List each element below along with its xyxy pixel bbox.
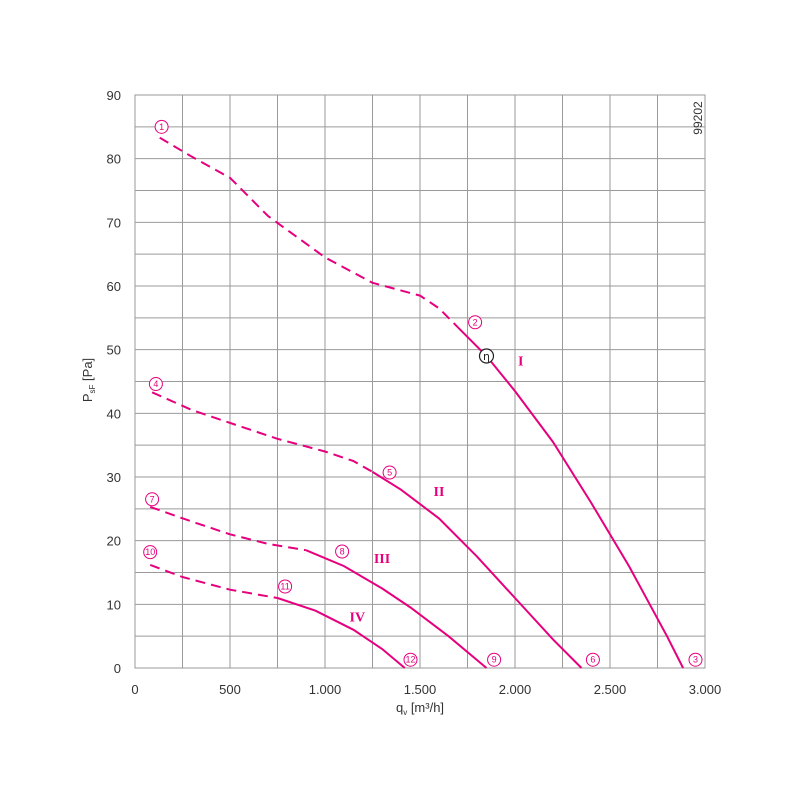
x-tick-label: 2.500 (594, 682, 627, 697)
x-tick-label: 1.500 (404, 682, 437, 697)
operating-point-marker (688, 652, 703, 667)
series-II-dashed-line (151, 391, 373, 473)
series-II-solid-line (371, 471, 583, 669)
y-tick-label: 10 (107, 597, 121, 612)
series-label: IV (350, 611, 366, 626)
operating-point-marker (585, 652, 600, 667)
figure-code: 99202 (691, 101, 705, 135)
operating-point-marker (335, 544, 350, 559)
y-tick-label: 50 (107, 343, 121, 358)
y-tick-label: 30 (107, 470, 121, 485)
operating-point-label: 4 (153, 379, 158, 389)
series-label: I (518, 355, 523, 370)
efficiency-marker (478, 348, 495, 364)
series-III-solid-line (305, 549, 488, 669)
series-I-dashed-line (159, 136, 459, 329)
y-axis-label: PsF [Pa] (80, 358, 97, 402)
operating-point-label: 7 (150, 494, 155, 504)
operating-point-label: 8 (340, 546, 345, 556)
operating-point-label: 5 (387, 468, 392, 478)
operating-point-marker (154, 119, 169, 134)
y-tick-label: 90 (107, 88, 121, 103)
operating-point-label: 1 (159, 122, 164, 132)
operating-point-marker (382, 465, 397, 480)
x-tick-label: 0 (131, 682, 138, 697)
y-tick-label: 0 (114, 661, 121, 676)
operating-point-marker (468, 315, 483, 330)
y-tick-label: 20 (107, 534, 121, 549)
operating-point-marker (145, 492, 160, 507)
operating-point-label: 10 (145, 547, 155, 557)
operating-point-label: 2 (473, 317, 478, 327)
x-axis-ticks: 0 500 1.000 1.500 2.000 2.500 3.000 (131, 682, 721, 697)
series-IV-solid-line (277, 597, 406, 669)
series-III-dashed-line (149, 505, 307, 552)
x-tick-label: 2.000 (499, 682, 532, 697)
x-tick-label: 500 (219, 682, 241, 697)
operating-point-marker (487, 652, 502, 667)
y-axis-ticks: 0 10 20 30 40 50 60 70 80 90 (107, 88, 121, 676)
y-tick-label: 70 (107, 215, 121, 230)
x-tick-label: 1.000 (309, 682, 342, 697)
operating-point-marker (278, 579, 293, 594)
series-IV-dashed-line (149, 563, 278, 599)
operating-point-label: 6 (590, 655, 595, 665)
operating-point-label: 9 (492, 655, 497, 665)
y-tick-label: 60 (107, 279, 121, 294)
x-tick-label: 3.000 (689, 682, 722, 697)
operating-point-marker (403, 652, 418, 667)
y-tick-label: 80 (107, 152, 121, 167)
efficiency-symbol: η (483, 350, 490, 363)
grid (135, 95, 705, 668)
operating-point-marker (148, 377, 163, 392)
plot-frame (134, 94, 706, 669)
y-tick-label: 40 (107, 406, 121, 421)
operating-point-marker (143, 545, 158, 560)
x-axis-label: qv [m³/h] (396, 700, 444, 717)
operating-point-label: 3 (693, 655, 698, 665)
series-label: III (374, 552, 390, 567)
operating-point-label: 11 (280, 582, 289, 592)
series-label: II (434, 485, 445, 500)
operating-point-label: 12 (405, 655, 415, 665)
series-I-solid-line (457, 326, 684, 669)
